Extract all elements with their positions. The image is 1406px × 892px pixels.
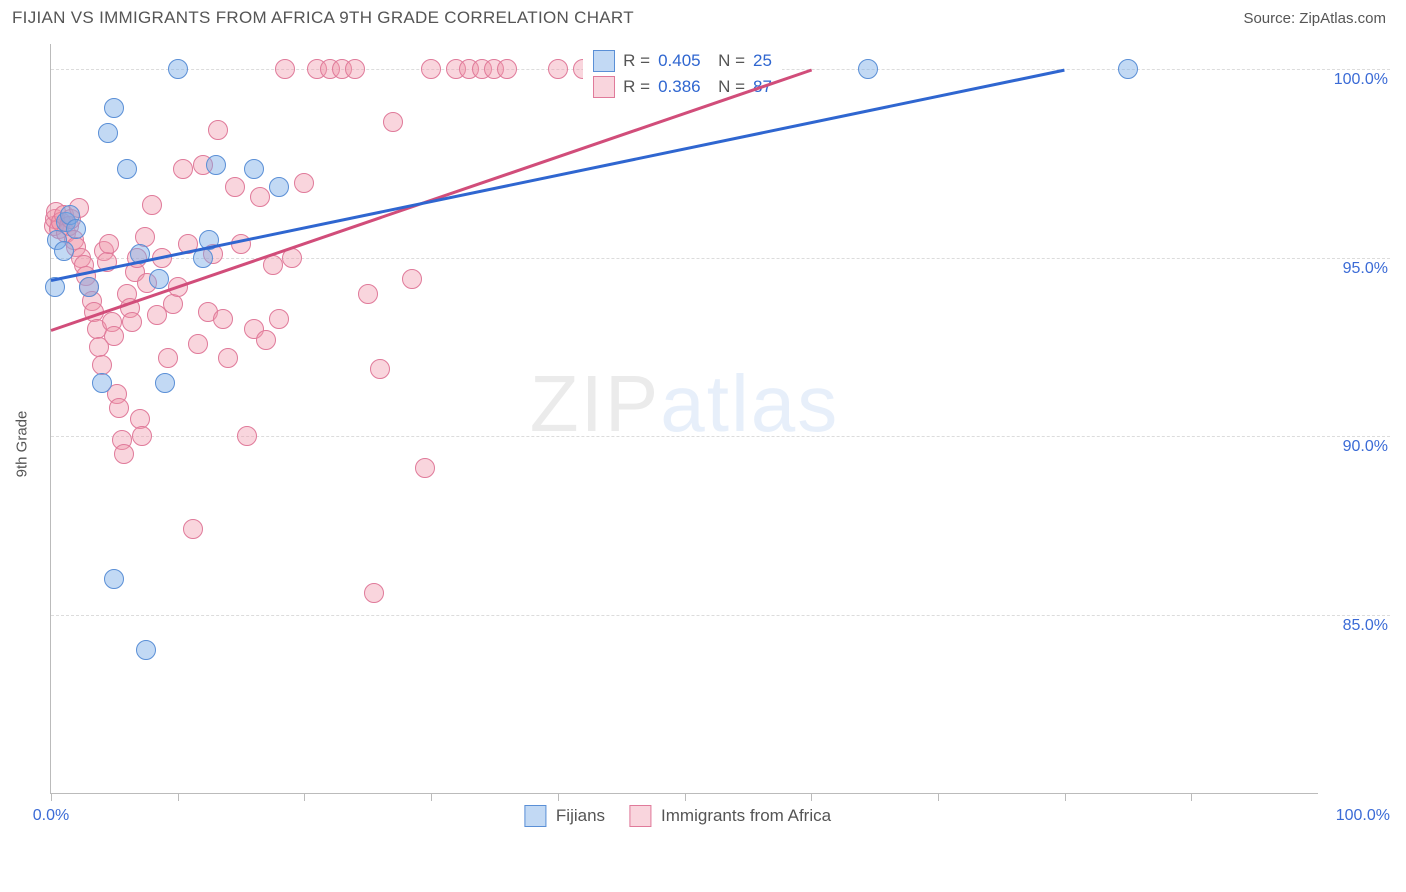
legend-r-label: R = [623,77,650,97]
data-point [132,426,152,446]
data-point [79,277,99,297]
data-point [250,187,270,207]
legend-r-value: 0.405 [658,51,710,71]
y-tick-label: 95.0% [1343,238,1388,278]
data-point [104,326,124,346]
data-point [364,583,384,603]
legend-swatch [593,76,615,98]
legend-top: R =0.405N =25R =0.386N =87 [583,44,782,104]
data-point [117,159,137,179]
data-point [206,155,226,175]
x-tick [811,793,812,801]
data-point [114,444,134,464]
data-point [136,640,156,660]
data-point [256,330,276,350]
data-point [244,159,264,179]
x-tick [558,793,559,801]
x-tick [431,793,432,801]
legend-n-value: 25 [753,51,772,71]
data-point [163,294,183,314]
legend-row: R =0.386N =87 [593,74,772,100]
data-point [149,269,169,289]
watermark-atlas: atlas [660,359,839,448]
data-point [225,177,245,197]
data-point [99,234,119,254]
data-point [858,59,878,79]
data-point [104,98,124,118]
data-point [109,398,129,418]
data-point [173,159,193,179]
chart-title: FIJIAN VS IMMIGRANTS FROM AFRICA 9TH GRA… [12,8,634,28]
data-point [104,569,124,589]
watermark-zip: ZIP [530,359,660,448]
data-point [275,59,295,79]
legend-swatch [593,50,615,72]
data-point [415,458,435,478]
data-point [54,241,74,261]
x-tick [938,793,939,801]
y-tick-label: 100.0% [1334,49,1388,89]
legend-swatch [629,805,651,827]
data-point [421,59,441,79]
data-point [358,284,378,304]
data-point [188,334,208,354]
data-point [168,59,188,79]
x-axis-label: 0.0% [33,807,69,825]
y-tick-label: 85.0% [1343,595,1388,635]
data-point [122,312,142,332]
data-point [548,59,568,79]
data-point [155,373,175,393]
trend-line [51,69,1065,282]
plot-area: ZIPatlas 100.0%95.0%90.0%85.0%0.0%100.0%… [50,44,1318,794]
legend-swatch [524,805,546,827]
legend-row: R = 0.405 N = 25 [593,48,772,74]
data-point [1118,59,1138,79]
data-point [66,219,86,239]
data-point [370,359,390,379]
data-point [269,309,289,329]
chart-container: 9th Grade ZIPatlas 100.0%95.0%90.0%85.0%… [40,44,1390,844]
data-point [237,426,257,446]
x-tick [685,793,686,801]
data-point [98,123,118,143]
x-tick [1191,793,1192,801]
y-tick-label: 90.0% [1343,416,1388,456]
data-point [142,195,162,215]
data-point [269,177,289,197]
x-axis-label: 100.0% [1336,807,1390,825]
chart-header: FIJIAN VS IMMIGRANTS FROM AFRICA 9TH GRA… [0,0,1406,34]
legend-label: Fijians [556,806,605,826]
legend-bottom: Fijians Immigrants from Africa [524,805,845,827]
legend-r-label: R = [623,51,650,71]
data-point [183,519,203,539]
y-axis-label: 9th Grade [14,411,31,478]
legend-label: Immigrants from Africa [661,806,831,826]
data-point [213,309,233,329]
x-tick [178,793,179,801]
x-tick [1065,793,1066,801]
data-point [208,120,228,140]
data-point [402,269,422,289]
data-point [92,373,112,393]
data-point [294,173,314,193]
data-point [218,348,238,368]
x-tick [304,793,305,801]
chart-source: Source: ZipAtlas.com [1243,10,1386,27]
legend-r-value: 0.386 [658,77,710,97]
data-point [383,112,403,132]
data-point [345,59,365,79]
legend-n-label: N = [718,51,745,71]
data-point [158,348,178,368]
gridline-h [51,615,1390,616]
data-point [497,59,517,79]
x-tick [51,793,52,801]
